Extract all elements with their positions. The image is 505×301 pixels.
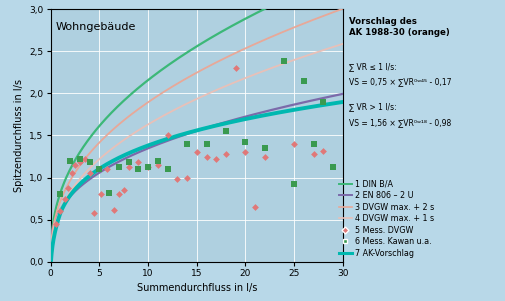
Point <box>134 160 142 165</box>
Text: Vorschlag des
AK 1988-30 (orange): Vorschlag des AK 1988-30 (orange) <box>348 17 449 37</box>
Text: VS = 1,56 × ∑VR⁰ʷ¹⁸ - 0,98: VS = 1,56 × ∑VR⁰ʷ¹⁸ - 0,98 <box>348 118 450 127</box>
Point <box>202 154 210 159</box>
Point <box>68 171 76 176</box>
Point <box>222 129 230 134</box>
Point <box>53 222 61 226</box>
Point <box>261 146 269 150</box>
Point <box>61 196 69 201</box>
Point <box>154 163 162 167</box>
Point <box>134 167 142 172</box>
Point <box>222 152 230 157</box>
Point <box>71 163 79 167</box>
Legend: 1 DIN B/A, 2 EN 806 – 2 U, 3 DVGW max. + 2 s, 4 DVGW max. + 1 s, 5 Mess. DVGW, 6: 1 DIN B/A, 2 EN 806 – 2 U, 3 DVGW max. +… <box>338 179 434 258</box>
Point <box>163 167 171 172</box>
Point <box>124 160 132 165</box>
Point <box>115 165 123 170</box>
Point <box>144 164 152 169</box>
Point <box>241 150 249 155</box>
Point <box>289 141 297 146</box>
Point <box>309 141 317 146</box>
Point <box>76 160 84 165</box>
Point <box>280 59 288 64</box>
Point <box>163 133 171 138</box>
Y-axis label: Spitzendurchfluss in l/s: Spitzendurchfluss in l/s <box>14 79 24 192</box>
Point <box>56 209 64 214</box>
Point <box>231 66 239 70</box>
Point <box>261 154 269 159</box>
Point <box>154 158 162 163</box>
Point <box>97 192 105 197</box>
Point <box>103 167 111 172</box>
Point <box>64 185 72 190</box>
Text: ∑ VR > 1 l/s:: ∑ VR > 1 l/s: <box>348 103 396 112</box>
Point <box>110 207 118 212</box>
Point <box>80 157 88 161</box>
Point <box>76 157 84 161</box>
Point <box>85 160 93 165</box>
Point <box>105 190 113 195</box>
Point <box>250 205 259 209</box>
Point <box>299 78 308 83</box>
Point <box>90 211 98 216</box>
Point <box>183 141 191 146</box>
Point <box>66 158 74 163</box>
Point <box>115 192 123 197</box>
Point <box>124 165 132 170</box>
Point <box>119 188 127 193</box>
X-axis label: Summendurchfluss in l/s: Summendurchfluss in l/s <box>136 283 257 293</box>
Point <box>319 148 327 153</box>
Point <box>289 182 297 187</box>
Point <box>173 177 181 182</box>
Point <box>144 165 152 170</box>
Point <box>241 140 249 144</box>
Point <box>95 167 103 172</box>
Point <box>309 152 317 157</box>
Point <box>183 175 191 180</box>
Point <box>319 99 327 104</box>
Point <box>85 171 93 176</box>
Point <box>212 157 220 161</box>
Text: ∑ VR ≤ 1 l/s:: ∑ VR ≤ 1 l/s: <box>348 62 396 71</box>
Text: VS = 0,75 × ∑VR⁰ʷ⁴⁵ - 0,17: VS = 0,75 × ∑VR⁰ʷ⁴⁵ - 0,17 <box>348 77 451 86</box>
Text: Wohngebäude: Wohngebäude <box>56 22 135 32</box>
Point <box>192 150 200 155</box>
Point <box>56 192 64 197</box>
Point <box>328 165 336 170</box>
Point <box>202 141 210 146</box>
